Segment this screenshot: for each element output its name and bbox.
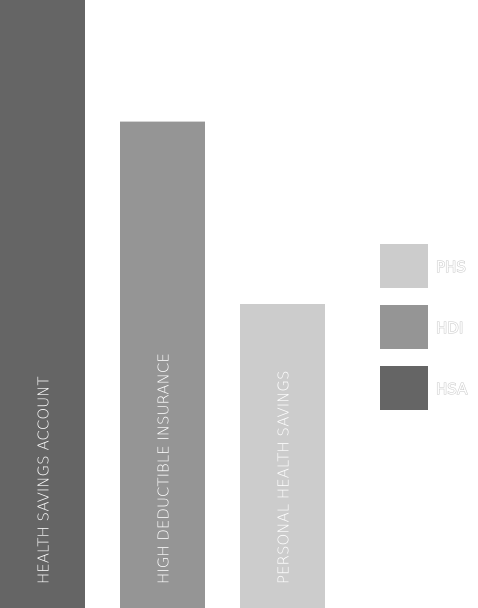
bar-labels-group: HEALTH SAVINGS ACCOUNT HIGH DEDUCTIBLE IN…: [35, 353, 293, 584]
legend-label-2: HDI: [436, 319, 463, 337]
legend: PHS HDI HSA: [380, 244, 469, 410]
bar-3: [240, 304, 325, 608]
bar-2: [120, 121, 205, 608]
legend-swatch-2: [380, 305, 428, 349]
bar-1: [0, 0, 85, 608]
legend-swatch-1: [380, 244, 428, 288]
legend-swatch-3: [380, 366, 428, 410]
bars-group: [0, 0, 325, 608]
legend-label-3: HSA: [436, 380, 468, 398]
bar-label-3: PERSONAL HEALTH SAVINGS: [275, 370, 293, 584]
legend-label-1: PHS: [436, 258, 466, 276]
bar-label-1: HEALTH SAVINGS ACCOUNT: [35, 376, 53, 584]
bar-label-2: HIGH DEDUCTIBLE INSURANCE: [155, 353, 173, 584]
